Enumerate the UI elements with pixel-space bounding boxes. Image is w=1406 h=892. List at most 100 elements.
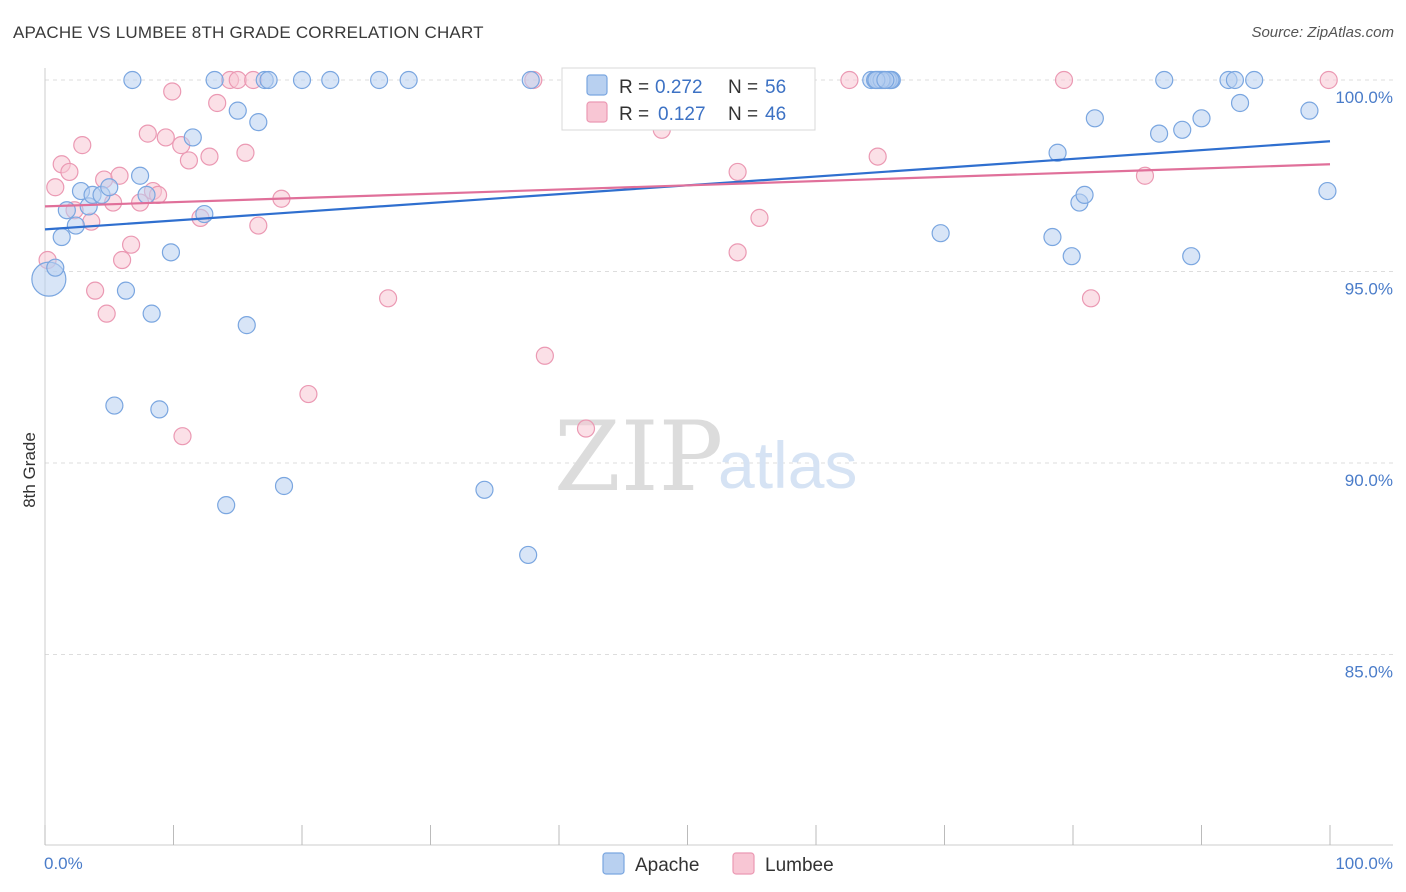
apache-point — [100, 178, 119, 197]
source-credit: Source: ZipAtlas.com — [1251, 24, 1394, 41]
apache-point — [521, 70, 540, 90]
lumbee-series-label: Lumbee — [765, 855, 834, 876]
apache-point — [52, 227, 71, 247]
lumbee-r-value: 0.127 — [658, 104, 706, 125]
apache-r-label: R = — [619, 77, 649, 98]
apache-point — [1173, 120, 1192, 139]
apache-point — [105, 396, 124, 415]
y-tick-label: 95.0% — [1345, 280, 1393, 299]
apache-point — [183, 128, 202, 147]
chart-title: APACHE VS LUMBEE 8TH GRADE CORRELATION C… — [13, 23, 484, 42]
lumbee-point — [97, 304, 116, 323]
apache-point — [292, 70, 312, 90]
lumbee-point — [121, 235, 141, 254]
apache-point — [1048, 143, 1067, 162]
lumbee-point — [1054, 70, 1074, 90]
apache-point — [259, 70, 278, 90]
y-axis-title: 8th Grade — [20, 432, 39, 508]
apache-point — [123, 70, 142, 90]
axes — [44, 68, 1393, 846]
lumbee-point — [156, 128, 175, 147]
lumbee-point — [46, 178, 65, 197]
apache-series-swatch — [602, 852, 625, 875]
y-tick-label: 90.0% — [1345, 471, 1393, 490]
y-tick-labels: 85.0% 90.0% 95.0% 100.0% — [1335, 88, 1393, 682]
lumbee-point — [728, 243, 747, 262]
lumbee-point — [1319, 70, 1338, 90]
lumbee-point — [249, 216, 268, 235]
apache-point — [1225, 70, 1245, 90]
lumbee-legend-swatch — [586, 101, 608, 123]
apache-point — [249, 113, 268, 132]
apache-point — [1300, 101, 1319, 120]
lumbee-point — [86, 281, 105, 300]
lumbee-n-label: N = — [728, 104, 758, 125]
apache-point — [116, 281, 136, 300]
grid-layer — [45, 79, 1393, 655]
apache-point — [1062, 247, 1081, 266]
apache-point — [57, 201, 76, 220]
lumbee-point — [535, 346, 554, 365]
lumbee-point — [750, 208, 769, 227]
trend-lines — [44, 140, 1331, 231]
apache-point — [150, 400, 169, 419]
lumbee-point — [60, 162, 79, 182]
apache-r-value: 0.272 — [655, 77, 703, 98]
lumbee-point — [112, 250, 132, 270]
apache-point — [1182, 247, 1201, 266]
apache-point — [876, 70, 895, 90]
apache-point — [217, 496, 236, 515]
lumbee-point — [576, 419, 596, 438]
y-tick-label: 85.0% — [1345, 663, 1393, 682]
lumbee-point — [868, 147, 887, 166]
lumbee-point — [299, 384, 318, 404]
apache-point — [66, 216, 85, 235]
apache-point — [370, 70, 389, 90]
apache-point — [1043, 227, 1062, 247]
lumbee-point — [138, 124, 157, 143]
lumbee-point — [163, 82, 182, 101]
series-legend: Apache Lumbee — [602, 852, 834, 876]
lumbee-point — [840, 70, 859, 90]
apache-point — [130, 166, 150, 185]
apache-series-label: Apache — [635, 855, 699, 876]
apache-point — [1192, 109, 1211, 128]
apache-point — [399, 70, 418, 90]
apache-point — [1230, 93, 1250, 113]
lumbee-point — [378, 289, 398, 308]
lumbee-series-swatch — [732, 852, 755, 875]
apache-point — [1318, 181, 1337, 201]
lumbee-point — [228, 70, 247, 90]
watermark-atlas: atlas — [718, 428, 857, 502]
apache-point — [228, 101, 247, 120]
lumbee-point — [728, 162, 747, 182]
apache-points — [31, 70, 1337, 565]
apache-n-label: N = — [728, 77, 758, 98]
x-tick-label-max: 100.0% — [1335, 854, 1393, 873]
apache-point — [137, 185, 156, 204]
lumbee-point — [173, 427, 192, 446]
x-tick-label-min: 0.0% — [44, 854, 83, 873]
watermark: ZIP atlas — [554, 401, 857, 513]
lumbee-point — [236, 143, 255, 162]
apache-legend-swatch — [586, 74, 608, 96]
apache-point — [1075, 185, 1094, 204]
apache-point — [161, 243, 181, 262]
apache-point — [274, 476, 294, 496]
apache-point — [142, 304, 161, 323]
lumbee-r-label: R = — [619, 104, 649, 125]
lumbee-trend-line — [44, 163, 1331, 208]
lumbee-point — [200, 147, 219, 166]
apache-point — [475, 480, 494, 499]
watermark-zip: ZIP — [554, 401, 723, 513]
lumbee-point — [1081, 289, 1101, 308]
apache-point — [519, 545, 538, 565]
apache-point — [195, 204, 214, 224]
lumbee-point — [110, 166, 129, 185]
apache-point — [321, 70, 340, 90]
apache-point — [1149, 124, 1169, 143]
apache-point — [1085, 109, 1104, 128]
apache-n-value: 56 — [765, 77, 786, 98]
y-tick-label: 100.0% — [1335, 88, 1393, 107]
